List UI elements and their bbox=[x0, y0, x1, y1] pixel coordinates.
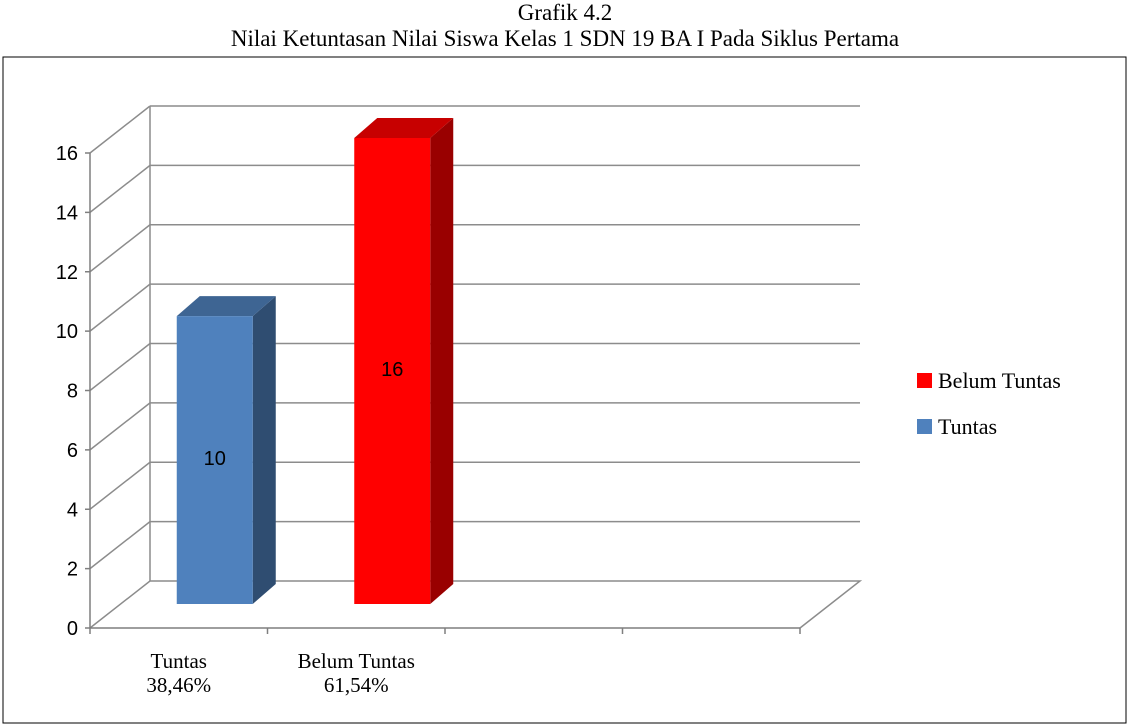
x-category-sublabel: 38,46% bbox=[146, 673, 211, 697]
legend-swatch bbox=[917, 373, 932, 388]
side-gridline bbox=[89, 164, 151, 213]
x-category-label: Tuntas bbox=[151, 649, 207, 673]
bar-front-face bbox=[354, 138, 431, 604]
y-tick-label: 12 bbox=[56, 262, 78, 284]
side-gridline bbox=[89, 521, 151, 570]
legend-label: Tuntas bbox=[938, 414, 997, 439]
side-gridline bbox=[89, 342, 151, 392]
bar-side-face bbox=[430, 118, 454, 604]
data-label: 16 bbox=[381, 359, 403, 381]
x-category-label: Belum Tuntas bbox=[298, 649, 415, 673]
y-tick-label: 8 bbox=[67, 381, 78, 403]
bar-1 bbox=[354, 118, 454, 604]
bar-top-face bbox=[176, 296, 276, 317]
y-tick-label: 4 bbox=[67, 499, 78, 521]
y-tick-label: 0 bbox=[67, 618, 78, 640]
legend-swatch bbox=[917, 419, 932, 434]
chart-border bbox=[2, 56, 1127, 724]
legend-label: Belum Tuntas bbox=[938, 368, 1061, 393]
bar-front-face bbox=[176, 316, 253, 604]
y-tick-label: 10 bbox=[56, 321, 78, 343]
legend: Belum Tuntas Tuntas bbox=[917, 368, 1061, 439]
chart-title: Grafik 4.2 bbox=[517, 0, 613, 25]
floor-outline bbox=[89, 580, 863, 629]
chart-subtitle: Nilai Ketuntasan Nilai Siswa Kelas 1 SDN… bbox=[230, 26, 900, 51]
y-tick-label: 2 bbox=[67, 559, 78, 581]
side-gridline bbox=[89, 224, 151, 273]
bar-top-face bbox=[354, 118, 454, 138]
y-tick-label: 16 bbox=[56, 143, 78, 165]
bar-0 bbox=[176, 296, 276, 604]
bars: 10 16 bbox=[176, 118, 454, 604]
bar-side-face bbox=[252, 296, 276, 604]
side-gridline bbox=[89, 105, 151, 154]
y-tick-label: 14 bbox=[56, 202, 78, 224]
side-gridline bbox=[89, 402, 151, 451]
y-tick-label: 6 bbox=[67, 440, 78, 462]
data-label: 10 bbox=[204, 448, 226, 470]
side-gridline bbox=[89, 461, 151, 510]
x-category-sublabel: 61,54% bbox=[324, 673, 389, 697]
side-gridline bbox=[89, 283, 151, 332]
